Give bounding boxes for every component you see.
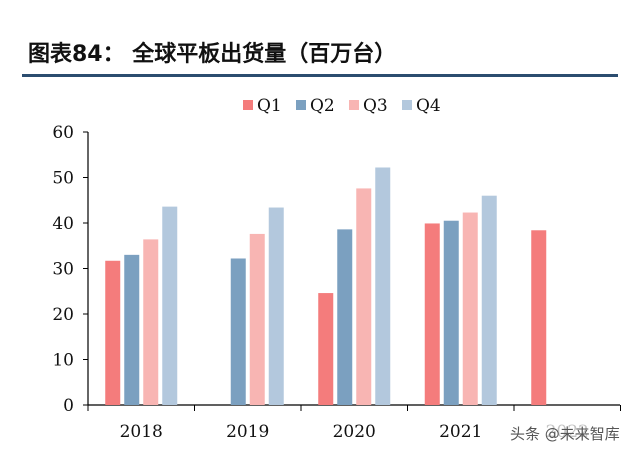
y-tick-label: 60 bbox=[52, 123, 74, 143]
x-tick-label: 2021 bbox=[439, 422, 482, 442]
legend-swatch-q4 bbox=[402, 100, 412, 110]
bar-q2-2021 bbox=[443, 220, 459, 405]
bar-q1-2021 bbox=[424, 223, 440, 405]
figure-header: 图表84： 全球平板出货量（百万台） bbox=[0, 0, 640, 78]
bar-q3-2018 bbox=[143, 239, 159, 405]
x-tick-label: 2018 bbox=[120, 422, 163, 442]
legend-label-q1: Q1 bbox=[257, 96, 282, 116]
legend-swatch-q1 bbox=[243, 100, 253, 110]
legend-label-q2: Q2 bbox=[310, 96, 335, 116]
bar-q2-2018 bbox=[124, 254, 140, 405]
y-tick-label: 10 bbox=[52, 351, 74, 371]
bar-q2-2019 bbox=[230, 258, 246, 405]
y-tick-label: 20 bbox=[52, 305, 74, 325]
bar-q4-2019 bbox=[268, 207, 284, 405]
y-tick-label: 0 bbox=[63, 396, 74, 416]
chart-bars bbox=[105, 167, 547, 405]
bar-q2-2020 bbox=[337, 229, 353, 405]
legend-swatch-q2 bbox=[296, 100, 306, 110]
bar-q4-2018 bbox=[162, 206, 178, 405]
bar-q1-2020 bbox=[318, 293, 334, 405]
bar-q4-2021 bbox=[481, 195, 497, 405]
y-tick-label: 50 bbox=[52, 169, 74, 189]
bar-q1-2022 bbox=[531, 230, 547, 405]
x-tick-label: 2019 bbox=[226, 422, 269, 442]
bar-q3-2019 bbox=[249, 233, 265, 405]
bar-q3-2020 bbox=[356, 188, 372, 405]
bar-q4-2020 bbox=[375, 167, 391, 405]
chart-legend: Q1 Q2 Q3 Q4 bbox=[243, 96, 441, 116]
legend-label-q3: Q3 bbox=[363, 96, 388, 116]
watermark: 头条 @未来智库 bbox=[508, 423, 622, 444]
bar-q3-2021 bbox=[462, 212, 478, 405]
x-tick-label: 2020 bbox=[333, 422, 376, 442]
y-tick-label: 30 bbox=[52, 260, 74, 280]
legend-label-q4: Q4 bbox=[416, 96, 441, 116]
y-tick-label: 40 bbox=[52, 214, 74, 234]
bar-q1-2018 bbox=[105, 260, 121, 405]
legend-swatch-q3 bbox=[349, 100, 359, 110]
figure-title: 图表84： 全球平板出货量（百万台） bbox=[28, 42, 397, 67]
title-rule bbox=[22, 74, 618, 77]
